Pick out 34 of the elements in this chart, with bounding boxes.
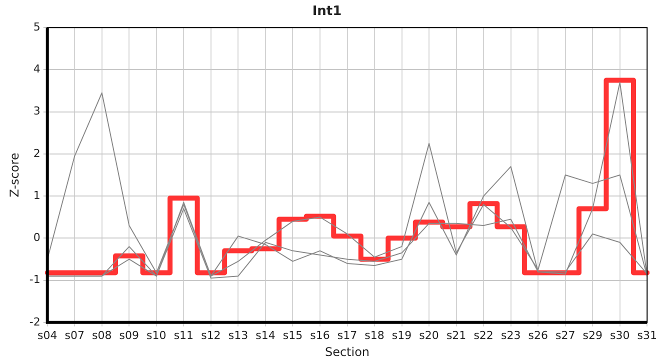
x-tick-label: s04	[38, 328, 58, 342]
x-tick-label: s15	[282, 328, 303, 342]
x-tick-label: s20	[419, 328, 439, 342]
x-tick-label: s18	[364, 328, 384, 342]
x-tick-label: s16	[310, 328, 330, 342]
y-tick-label: -1	[29, 273, 40, 286]
x-tick-label: s09	[119, 328, 140, 342]
x-tick-label: s23	[500, 328, 521, 342]
x-axis-title: Section	[324, 344, 370, 359]
x-tick-label: s19	[392, 328, 412, 342]
x-tick-label: s31	[637, 328, 658, 342]
y-tick-label: 3	[33, 104, 40, 118]
y-tick-label: 4	[33, 62, 40, 76]
x-tick-label: s21	[446, 328, 466, 342]
y-tick-label: 5	[33, 20, 40, 34]
x-tick-label: s17	[337, 328, 358, 342]
x-tick-label: s29	[582, 328, 602, 342]
x-tick-label: s30	[610, 328, 630, 342]
x-tick-label: s07	[64, 328, 84, 342]
y-axis-title: Z-score	[7, 152, 22, 198]
chart-title: Int1	[312, 4, 342, 20]
x-tick-label: s22	[474, 328, 494, 342]
x-tick-label: s26	[528, 328, 548, 342]
y-tick-label: 1	[33, 188, 40, 202]
x-tick-label: s08	[92, 328, 112, 342]
x-tick-label: s12	[201, 328, 221, 342]
x-tick-label: s10	[146, 328, 166, 342]
x-tick-label: s27	[555, 328, 576, 342]
y-tick-label: -2	[29, 315, 40, 328]
y-tick-label: 0	[33, 231, 40, 244]
x-tick-label: s13	[228, 328, 248, 342]
x-tick-label: s11	[174, 328, 194, 342]
y-tick-label: 2	[33, 146, 40, 160]
x-tick-label: s14	[256, 328, 276, 342]
